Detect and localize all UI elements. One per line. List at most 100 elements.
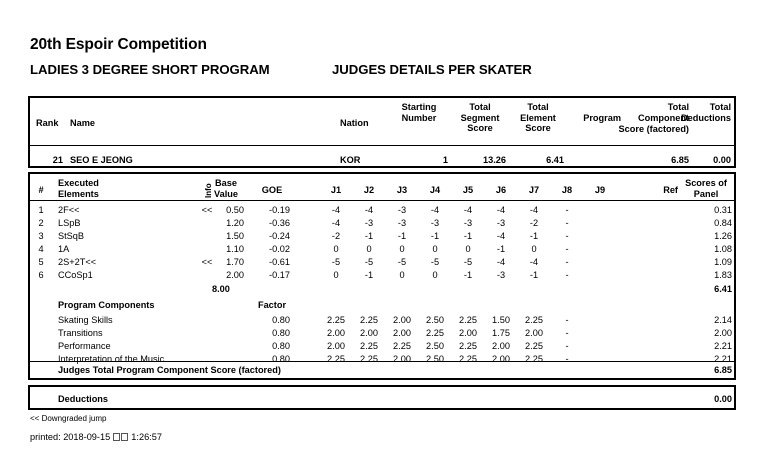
element-judge-score-j2: -3 [364, 218, 374, 228]
header-score-factored: Score (factored) [618, 124, 689, 134]
header-judge-j2: J2 [363, 185, 375, 195]
element-score-of-panel: 0.31 [714, 205, 732, 215]
component-judge-score-j1: 2.25 [327, 315, 345, 325]
component-factor: 0.80 [272, 354, 290, 364]
element-judge-score-j4: -3 [430, 218, 440, 228]
header-executed-elements: Executed Elements [58, 178, 99, 199]
report-title: JUDGES DETAILS PER SKATER [332, 62, 532, 77]
components-total-value: 6.85 [714, 365, 732, 375]
element-judge-score-j8: - [565, 205, 569, 215]
component-judge-score-j7: 2.25 [525, 341, 543, 351]
element-base-value: 2.00 [226, 270, 244, 280]
header-judge-j5: J5 [462, 185, 474, 195]
element-judge-score-j1: 0 [333, 244, 339, 254]
component-factor: 0.80 [272, 341, 290, 351]
header-total-component: Total Component [637, 102, 689, 123]
header-goe: GOE [261, 185, 283, 195]
element-number: 5 [38, 257, 44, 267]
component-judge-score-j2: 2.25 [360, 315, 378, 325]
skater-summary-box: Rank Name Nation Starting Number Total S… [28, 96, 736, 168]
component-label: Skating Skills [58, 315, 113, 325]
element-name: LSpB [58, 218, 81, 228]
element-judge-score-j7: -1 [529, 270, 539, 280]
component-judge-score-j4: 2.50 [426, 315, 444, 325]
element-judge-score-j2: 0 [366, 244, 372, 254]
element-number: 1 [38, 205, 44, 215]
element-goe: -0.61 [269, 257, 290, 267]
value-total-deductions: 0.00 [713, 155, 731, 165]
element-judge-score-j2: -4 [364, 205, 374, 215]
element-judge-score-j5: -5 [463, 257, 473, 267]
element-score-of-panel: 1.83 [714, 270, 732, 280]
component-score-of-panel: 2.21 [714, 354, 732, 364]
value-total-element-score: 6.41 [546, 155, 564, 165]
component-judge-score-j6: 1.75 [492, 328, 510, 338]
component-judge-score-j2: 2.25 [360, 354, 378, 364]
element-judge-score-j1: -4 [331, 205, 341, 215]
component-label: Transitions [58, 328, 103, 338]
component-judge-score-j7: 2.25 [525, 315, 543, 325]
element-detail-box: # Executed Elements Info Base Value GOE … [28, 172, 736, 380]
element-judge-score-j5: -1 [463, 231, 473, 241]
element-judge-score-j4: 0 [432, 244, 438, 254]
component-factor: 0.80 [272, 315, 290, 325]
component-factor: 0.80 [272, 328, 290, 338]
printed-suffix: 1:26:57 [128, 432, 162, 442]
component-judge-score-j7: 2.00 [525, 328, 543, 338]
component-judge-score-j5: 2.25 [459, 341, 477, 351]
header-total-segment-score: Total Segment Score [460, 102, 500, 134]
value-starting-number: 1 [442, 155, 448, 165]
component-judge-score-j1: 2.00 [327, 341, 345, 351]
header-judge-j1: J1 [330, 185, 342, 195]
deductions-label: Deductions [58, 394, 109, 404]
component-total-divider [30, 361, 734, 362]
element-goe: -0.36 [269, 218, 290, 228]
element-judge-score-j4: -5 [430, 257, 440, 267]
element-name: StSqB [58, 231, 85, 241]
element-judge-score-j4: -4 [430, 205, 440, 215]
element-name: 1A [58, 244, 70, 254]
components-total-label: Judges Total Program Component Score (fa… [58, 365, 281, 375]
header-total-element-score: Total Element Score [520, 102, 556, 134]
component-judge-score-j8: - [565, 315, 569, 325]
element-number: 4 [38, 244, 44, 254]
component-judge-score-j3: 2.00 [393, 328, 411, 338]
detail-header-divider [30, 200, 734, 201]
header-judge-j9: J9 [594, 185, 606, 195]
element-judge-score-j1: -5 [331, 257, 341, 267]
element-judge-score-j1: 0 [333, 270, 339, 280]
printed-timestamp: printed: 2018-09-15 1:26:57 [30, 432, 162, 442]
header-total-deductions: Total Deductions [680, 102, 731, 123]
component-judge-score-j3: 2.00 [393, 354, 411, 364]
element-judge-score-j6: -4 [496, 231, 506, 241]
header-judge-j7: J7 [528, 185, 540, 195]
header-base-value: Base Value [213, 178, 238, 199]
header-starting-number: Starting Number [401, 102, 437, 123]
factor-label: Factor [257, 300, 287, 310]
element-judge-score-j7: -1 [529, 231, 539, 241]
deductions-value: 0.00 [714, 394, 732, 404]
header-judge-j3: J3 [396, 185, 408, 195]
element-base-value: 1.70 [226, 257, 244, 267]
component-judge-score-j8: - [565, 341, 569, 351]
element-judge-score-j3: -3 [397, 205, 407, 215]
element-score-of-panel: 1.09 [714, 257, 732, 267]
component-label: Interpretation of the Music [58, 354, 165, 364]
element-base-value: 1.10 [226, 244, 244, 254]
component-score-of-panel: 2.14 [714, 315, 732, 325]
header-name: Name [70, 118, 96, 128]
element-number: 3 [38, 231, 44, 241]
value-rank: 21 [52, 155, 63, 165]
element-score-of-panel: 1.08 [714, 244, 732, 254]
element-info: << [201, 205, 213, 215]
header-scores-of-panel: Scores of Panel [685, 178, 727, 199]
component-judge-score-j8: - [565, 354, 569, 364]
header-judge-j6: J6 [495, 185, 507, 195]
component-judge-score-j4: 2.50 [426, 354, 444, 364]
element-judge-score-j7: -4 [529, 257, 539, 267]
value-nation: KOR [340, 155, 361, 165]
component-judge-score-j2: 2.25 [360, 341, 378, 351]
component-judge-score-j4: 2.50 [426, 341, 444, 351]
element-judge-score-j6: -4 [496, 257, 506, 267]
